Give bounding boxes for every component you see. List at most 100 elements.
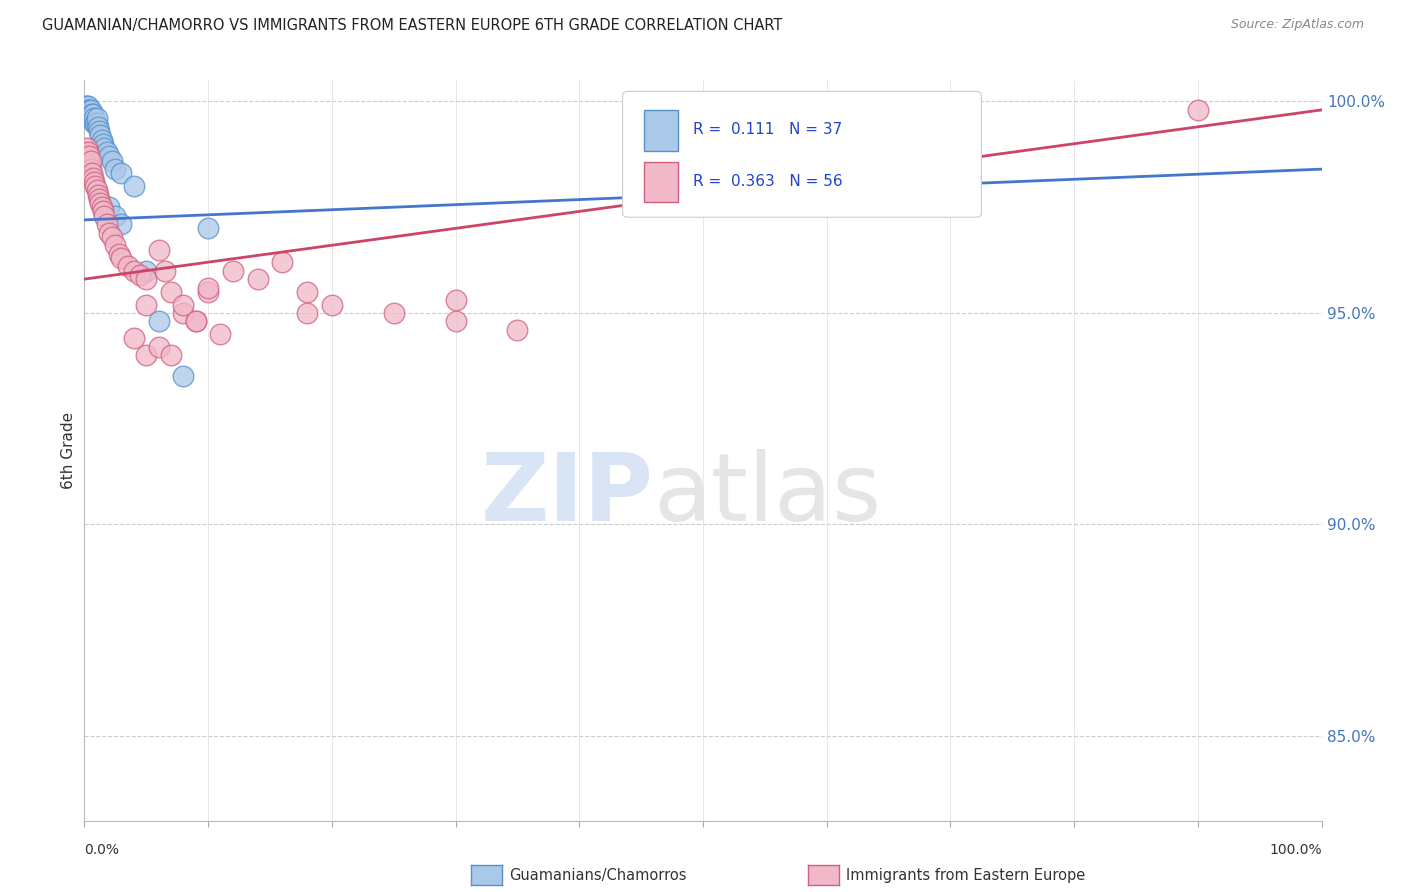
- Point: [96, 145, 118, 160]
- FancyBboxPatch shape: [644, 161, 678, 202]
- Point: [148, 314, 170, 328]
- Point: [83, 175, 105, 189]
- Point: [104, 238, 127, 252]
- Point: [98, 226, 121, 240]
- Point: [87, 187, 110, 202]
- Point: [295, 285, 318, 299]
- FancyBboxPatch shape: [623, 91, 981, 218]
- Point: [135, 348, 157, 362]
- Point: [1187, 103, 1209, 117]
- Point: [172, 369, 194, 384]
- Point: [135, 297, 157, 311]
- Point: [209, 327, 232, 342]
- Point: [84, 115, 107, 129]
- Point: [197, 221, 219, 235]
- Point: [79, 107, 101, 121]
- Point: [77, 103, 100, 117]
- Point: [93, 209, 115, 223]
- Point: [108, 246, 131, 260]
- Point: [79, 158, 101, 172]
- Point: [79, 103, 101, 117]
- Point: [79, 107, 101, 121]
- Text: atlas: atlas: [654, 449, 882, 541]
- Point: [148, 340, 170, 354]
- Point: [79, 153, 101, 168]
- Point: [444, 314, 467, 328]
- Point: [148, 243, 170, 257]
- Point: [93, 141, 115, 155]
- Point: [75, 145, 97, 160]
- Point: [86, 115, 108, 129]
- Point: [122, 331, 145, 345]
- Y-axis label: 6th Grade: 6th Grade: [60, 412, 76, 489]
- Point: [89, 128, 111, 143]
- Point: [184, 314, 207, 328]
- Point: [75, 98, 97, 112]
- FancyBboxPatch shape: [644, 110, 678, 151]
- Point: [197, 280, 219, 294]
- Point: [86, 183, 108, 197]
- Point: [79, 149, 101, 163]
- Point: [104, 162, 127, 177]
- Point: [80, 107, 103, 121]
- Point: [197, 285, 219, 299]
- Point: [90, 200, 112, 214]
- Point: [83, 112, 105, 126]
- Point: [110, 166, 132, 180]
- Point: [135, 272, 157, 286]
- Point: [110, 251, 132, 265]
- Point: [100, 229, 122, 244]
- Point: [82, 107, 104, 121]
- Point: [122, 263, 145, 277]
- Point: [122, 179, 145, 194]
- Point: [135, 263, 157, 277]
- Text: Immigrants from Eastern Europe: Immigrants from Eastern Europe: [846, 869, 1085, 883]
- Point: [82, 170, 104, 185]
- Point: [96, 217, 118, 231]
- Point: [382, 306, 405, 320]
- Point: [160, 348, 183, 362]
- Text: 100.0%: 100.0%: [1270, 843, 1322, 857]
- Point: [222, 263, 245, 277]
- Point: [82, 112, 104, 126]
- Point: [76, 98, 98, 112]
- Point: [80, 112, 103, 126]
- Point: [117, 260, 139, 274]
- Point: [86, 112, 108, 126]
- Point: [80, 166, 103, 180]
- Point: [89, 124, 111, 138]
- Point: [110, 217, 132, 231]
- Point: [129, 268, 152, 282]
- Point: [76, 103, 98, 117]
- Point: [246, 272, 269, 286]
- Text: ZIP: ZIP: [481, 449, 654, 541]
- Point: [184, 314, 207, 328]
- Point: [321, 297, 343, 311]
- Point: [100, 153, 122, 168]
- Text: R =  0.363   N = 56: R = 0.363 N = 56: [693, 174, 842, 189]
- Point: [104, 209, 127, 223]
- Point: [271, 255, 294, 269]
- Text: Guamanians/Chamorros: Guamanians/Chamorros: [509, 869, 686, 883]
- Point: [90, 132, 112, 146]
- Point: [89, 192, 111, 206]
- Point: [79, 103, 101, 117]
- Point: [506, 323, 529, 337]
- Point: [76, 149, 98, 163]
- Point: [91, 204, 114, 219]
- Point: [98, 149, 121, 163]
- Point: [84, 179, 107, 194]
- Point: [172, 306, 194, 320]
- Point: [87, 120, 110, 134]
- Text: GUAMANIAN/CHAMORRO VS IMMIGRANTS FROM EASTERN EUROPE 6TH GRADE CORRELATION CHART: GUAMANIAN/CHAMORRO VS IMMIGRANTS FROM EA…: [42, 18, 783, 33]
- Point: [153, 263, 176, 277]
- Text: 0.0%: 0.0%: [84, 843, 120, 857]
- Point: [172, 297, 194, 311]
- Point: [79, 162, 101, 177]
- Point: [76, 141, 98, 155]
- Point: [444, 293, 467, 308]
- Text: R =  0.111   N = 37: R = 0.111 N = 37: [693, 122, 842, 137]
- Point: [83, 115, 105, 129]
- Point: [295, 306, 318, 320]
- Point: [77, 98, 100, 112]
